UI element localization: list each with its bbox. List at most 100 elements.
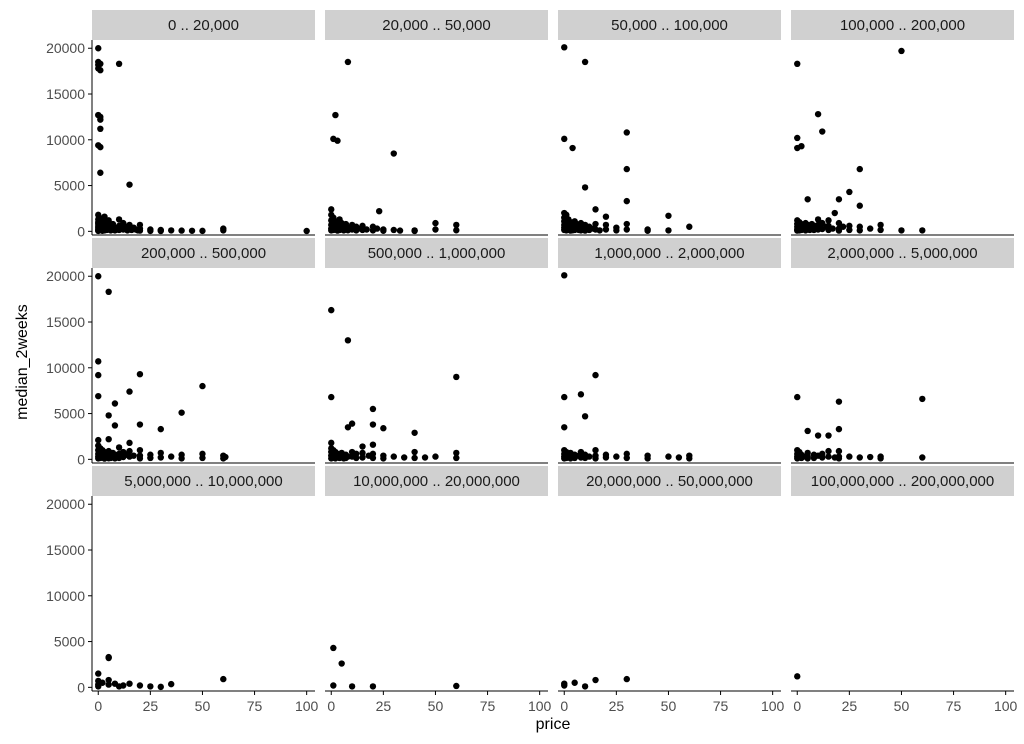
data-point bbox=[95, 45, 102, 52]
data-point bbox=[373, 225, 381, 232]
data-point bbox=[105, 435, 112, 443]
data-point bbox=[825, 432, 832, 439]
facet-strip bbox=[558, 10, 781, 40]
data-point bbox=[328, 306, 335, 314]
data-point bbox=[665, 227, 672, 234]
data-point bbox=[111, 422, 119, 429]
facet-strip bbox=[791, 466, 1014, 496]
data-point bbox=[390, 453, 397, 460]
data-point bbox=[359, 449, 366, 457]
data-point bbox=[856, 454, 863, 461]
data-point bbox=[328, 206, 335, 213]
facet-strip-label: 50,000 .. 100,000 bbox=[611, 17, 728, 34]
y-tick-label: 20000 bbox=[46, 40, 85, 56]
data-point bbox=[167, 680, 175, 688]
data-point bbox=[359, 454, 366, 461]
data-point bbox=[856, 165, 863, 173]
data-point bbox=[561, 393, 568, 401]
x-tick-label: 50 bbox=[894, 698, 910, 714]
data-point bbox=[453, 682, 460, 690]
facet-strip bbox=[325, 238, 548, 268]
x-tick-label: 75 bbox=[946, 698, 962, 714]
data-point bbox=[814, 432, 822, 439]
data-point bbox=[686, 223, 693, 230]
data-point bbox=[111, 400, 119, 407]
data-point bbox=[819, 219, 826, 227]
data-point bbox=[120, 682, 127, 689]
data-point bbox=[105, 412, 112, 419]
facet-strip bbox=[325, 466, 548, 496]
data-point bbox=[199, 227, 206, 235]
y-tick-label: 5000 bbox=[54, 634, 85, 650]
data-point bbox=[602, 454, 610, 461]
data-point bbox=[147, 227, 154, 235]
data-point bbox=[846, 188, 853, 196]
y-tick-label: 20000 bbox=[46, 496, 85, 512]
data-point bbox=[592, 371, 599, 379]
data-point bbox=[390, 150, 397, 157]
data-point bbox=[866, 225, 874, 232]
data-point bbox=[794, 60, 801, 68]
data-point bbox=[178, 455, 185, 462]
data-point bbox=[167, 453, 175, 460]
data-point bbox=[105, 217, 112, 224]
data-point bbox=[95, 436, 102, 444]
data-point bbox=[411, 448, 418, 456]
facet-panel: 100,000 .. 200,000 bbox=[791, 10, 1014, 236]
data-point bbox=[453, 373, 460, 381]
data-point bbox=[359, 443, 366, 450]
y-tick-label: 5000 bbox=[54, 406, 85, 422]
y-tick-label: 10000 bbox=[46, 588, 85, 604]
facet-panel: 10,000,000 .. 20,000,000 0 25 50 75 100 bbox=[325, 466, 552, 714]
data-point bbox=[623, 197, 630, 205]
data-point bbox=[623, 226, 630, 233]
data-point bbox=[390, 226, 397, 234]
facet-strip bbox=[791, 10, 1014, 40]
data-point bbox=[794, 393, 801, 401]
data-point bbox=[453, 454, 460, 462]
data-point bbox=[380, 227, 387, 234]
facet-strip-label: 20,000,000 .. 50,000,000 bbox=[586, 473, 753, 490]
data-point bbox=[686, 455, 693, 462]
data-point bbox=[877, 226, 884, 234]
data-point bbox=[919, 227, 926, 234]
data-point bbox=[330, 644, 337, 652]
facet-strip bbox=[558, 238, 781, 268]
data-point bbox=[856, 202, 863, 209]
data-point bbox=[95, 683, 102, 690]
facet-strip-label: 10,000,000 .. 20,000,000 bbox=[353, 473, 520, 490]
data-point bbox=[561, 44, 568, 51]
data-point bbox=[835, 447, 843, 455]
x-tick-label: 0 bbox=[560, 698, 568, 714]
y-axis-title: median_2weeks bbox=[14, 304, 31, 420]
data-point bbox=[602, 221, 610, 229]
data-point bbox=[411, 429, 418, 436]
data-point bbox=[586, 453, 593, 460]
data-point bbox=[105, 681, 112, 688]
facet-strip-label: 1,000,000 .. 2,000,000 bbox=[594, 245, 744, 262]
data-point bbox=[919, 454, 926, 461]
x-tick-label: 0 bbox=[793, 698, 801, 714]
data-point bbox=[348, 420, 356, 427]
data-point bbox=[623, 129, 630, 136]
x-axis-title: price bbox=[536, 716, 571, 733]
data-point bbox=[97, 60, 104, 68]
data-point bbox=[877, 455, 884, 462]
data-point bbox=[97, 143, 104, 151]
x-tick-label: 100 bbox=[295, 698, 319, 714]
data-point bbox=[147, 683, 154, 690]
data-point bbox=[814, 110, 822, 118]
data-point bbox=[136, 455, 144, 462]
facet-panel: 5,000,000 .. 10,000,000 0 5000 10000 15000 20… bbox=[46, 466, 319, 714]
data-point bbox=[665, 453, 672, 460]
x-tick-label: 25 bbox=[143, 698, 159, 714]
facet-strip bbox=[325, 10, 548, 40]
data-point bbox=[561, 272, 568, 279]
y-tick-label: 5000 bbox=[54, 178, 85, 194]
data-point bbox=[825, 447, 832, 455]
data-point bbox=[115, 444, 123, 451]
data-point bbox=[328, 393, 335, 401]
data-point bbox=[126, 388, 133, 395]
data-point bbox=[453, 221, 460, 229]
